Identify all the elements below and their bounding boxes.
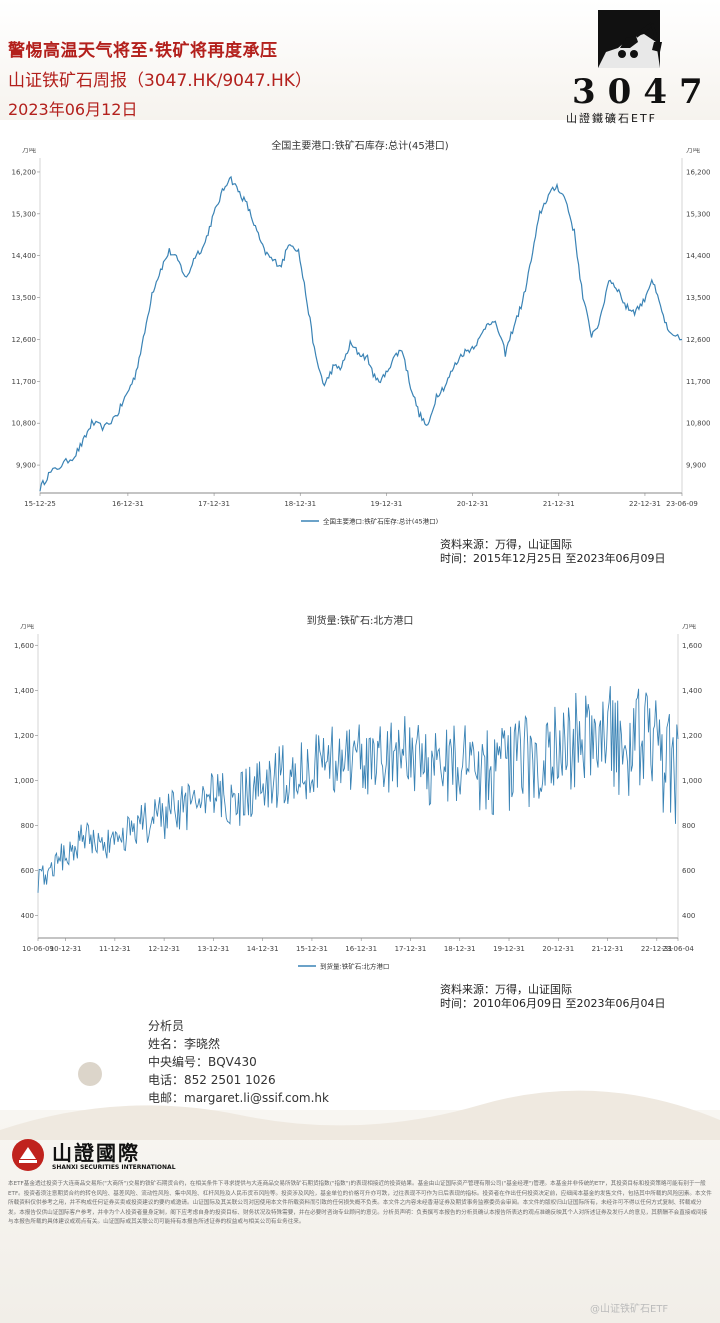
y-tick-label-left: 13,500 bbox=[12, 294, 37, 302]
company-name-cn: 山證國際 bbox=[52, 1141, 140, 1165]
y-tick-label-right: 12,600 bbox=[686, 336, 711, 344]
y-tick-label-left: 11,700 bbox=[12, 378, 37, 386]
company-name-en: SHANXI SECURITIES INTERNATIONAL bbox=[52, 1164, 176, 1171]
x-tick-label: 15-12-31 bbox=[296, 945, 328, 953]
x-tick-label: 16-12-31 bbox=[112, 500, 144, 508]
x-tick-label: 22-12-31 bbox=[629, 500, 661, 508]
analyst-ce-number: 中央编号：BQV430 bbox=[148, 1055, 257, 1069]
y-tick-label-right: 15,300 bbox=[686, 210, 711, 218]
series-line bbox=[39, 175, 683, 492]
chart2-time-text: 时间：2010年06月09日 至2023年06月04日 bbox=[440, 997, 666, 1010]
y-tick-label-left: 10,800 bbox=[12, 420, 37, 428]
footer-background bbox=[0, 1110, 720, 1323]
chart1-source-text: 资料来源：万得，山证国际 bbox=[440, 538, 572, 551]
y-tick-label-right: 1,600 bbox=[682, 642, 702, 650]
x-tick-label: 16-12-31 bbox=[345, 945, 377, 953]
unit-label-right: 万吨 bbox=[686, 148, 700, 154]
etf-logo bbox=[560, 8, 690, 126]
chart1-source: 资料来源：万得，山证国际 时间：2015年12月25日 至2023年06月09日 bbox=[440, 538, 665, 566]
y-tick-label-right: 1,000 bbox=[682, 777, 702, 785]
chart1-title: 全国主要港口:铁矿石库存:总计(45港口) bbox=[271, 141, 449, 152]
series-line bbox=[37, 686, 679, 893]
report-name: 山证铁矿石周报（3047.HK/9047.HK） bbox=[8, 71, 312, 91]
headline: 警惕高温天气将至·铁矿将再度承压 bbox=[8, 41, 278, 61]
shanxi-logo-icon bbox=[12, 1139, 44, 1171]
y-tick-label-left: 1,600 bbox=[14, 642, 34, 650]
x-tick-label: 12-12-31 bbox=[148, 945, 180, 953]
x-tick-label: 23-06-09 bbox=[666, 500, 698, 508]
arrivals-line-chart: 万吨 万吨 400 400 600 600 800 800 1,000 1,000 1,200 1,2… bbox=[14, 624, 702, 971]
x-tick-label: 10-06-09 bbox=[22, 945, 54, 953]
y-tick-label-left: 14,400 bbox=[12, 252, 37, 260]
footer-decoration bbox=[0, 1062, 720, 1140]
y-tick-label-right: 1,400 bbox=[682, 687, 702, 695]
legend-label: 全国主要港口:铁矿石库存:总计(45港口) bbox=[323, 517, 438, 526]
legend-label: 到货量:铁矿石:北方港口 bbox=[320, 962, 389, 971]
y-tick-label-left: 1,200 bbox=[14, 732, 34, 740]
x-tick-label: 20-12-31 bbox=[457, 500, 489, 508]
x-tick-label: 18-12-31 bbox=[444, 945, 476, 953]
x-tick-label: 20-12-31 bbox=[542, 945, 574, 953]
x-tick-label: 15-12-25 bbox=[24, 500, 56, 508]
x-tick-label: 19-12-31 bbox=[371, 500, 403, 508]
x-tick-label: 13-12-31 bbox=[198, 945, 230, 953]
y-tick-label-left: 1,400 bbox=[14, 687, 34, 695]
x-tick-label: 21-12-31 bbox=[592, 945, 624, 953]
y-tick-label-right: 13,500 bbox=[686, 294, 711, 302]
inventory-line-chart: 万吨 万吨 9,900 9,900 10,800 10,800 11,700 11,700 12… bbox=[12, 148, 711, 526]
y-tick-label-right: 800 bbox=[682, 822, 695, 830]
y-tick-label-left: 15,300 bbox=[12, 210, 37, 218]
logo-subtitle: 山證鐵礦石ETF bbox=[566, 112, 657, 125]
y-tick-label-right: 16,200 bbox=[686, 168, 711, 176]
y-tick-label-right: 400 bbox=[682, 912, 695, 920]
chart1-time-text: 时间：2015年12月25日 至2023年06月09日 bbox=[440, 552, 666, 565]
x-tick-label: 17-12-31 bbox=[198, 500, 230, 508]
x-tick-label: 22-12-31 bbox=[641, 945, 673, 953]
y-tick-label-left: 600 bbox=[21, 867, 34, 875]
chart2-source: 资料来源：万得，山证国际 时间：2010年06月09日 至2023年06月04日 bbox=[440, 983, 665, 1011]
analyst-phone: 电话：852 2501 1026 bbox=[148, 1073, 276, 1087]
y-tick-label-right: 9,900 bbox=[686, 462, 706, 470]
y-tick-label-left: 9,900 bbox=[16, 462, 36, 470]
unit-label-left: 万吨 bbox=[20, 624, 34, 630]
report-date: 2023年06月12日 bbox=[8, 100, 138, 119]
unit-label-right: 万吨 bbox=[682, 624, 696, 630]
y-tick-label-right: 11,700 bbox=[686, 378, 711, 386]
y-tick-label-left: 400 bbox=[21, 912, 34, 920]
y-tick-label-left: 1,000 bbox=[14, 777, 34, 785]
x-tick-label: 10-12-31 bbox=[50, 945, 82, 953]
y-tick-label-right: 14,400 bbox=[686, 252, 711, 260]
y-tick-label-left: 12,600 bbox=[12, 336, 37, 344]
x-tick-label: 11-12-31 bbox=[99, 945, 131, 953]
analyst-email[interactable]: 电邮：margaret.li@ssif.com.hk bbox=[148, 1091, 329, 1105]
x-tick-label: 18-12-31 bbox=[284, 500, 316, 508]
x-tick-label: 21-12-31 bbox=[543, 500, 575, 508]
analyst-name: 姓名：李晓然 bbox=[148, 1037, 221, 1051]
y-tick-label-right: 600 bbox=[682, 867, 695, 875]
y-tick-label-left: 800 bbox=[21, 822, 34, 830]
x-tick-label: 14-12-31 bbox=[247, 945, 279, 953]
watermark: @山证铁矿石ETF bbox=[590, 1304, 669, 1315]
x-tick-label: 19-12-31 bbox=[493, 945, 525, 953]
x-tick-label: 17-12-31 bbox=[395, 945, 427, 953]
x-tick-label: 23-06-04 bbox=[662, 945, 694, 953]
y-tick-label-right: 10,800 bbox=[686, 420, 711, 428]
logo-code: 3047 bbox=[572, 72, 715, 112]
y-tick-label-right: 1,200 bbox=[682, 732, 702, 740]
analyst-block: 分析员 姓名：李晓然 中央编号：BQV430 电话：852 2501 1026 … bbox=[148, 1017, 329, 1107]
disclaimer-text: 本ETF基金透过投资于大连商品交易所("大商所")交易的铁矿石期货合约，在相关条… bbox=[8, 1181, 712, 1226]
excavator-icon bbox=[598, 10, 662, 68]
y-tick-label-left: 16,200 bbox=[12, 168, 37, 176]
unit-label-left: 万吨 bbox=[22, 148, 36, 154]
analyst-heading: 分析员 bbox=[148, 1019, 185, 1033]
chart2-title: 到货量:铁矿石:北方港口 bbox=[306, 616, 414, 627]
chart2-source-text: 资料来源：万得，山证国际 bbox=[440, 983, 572, 996]
